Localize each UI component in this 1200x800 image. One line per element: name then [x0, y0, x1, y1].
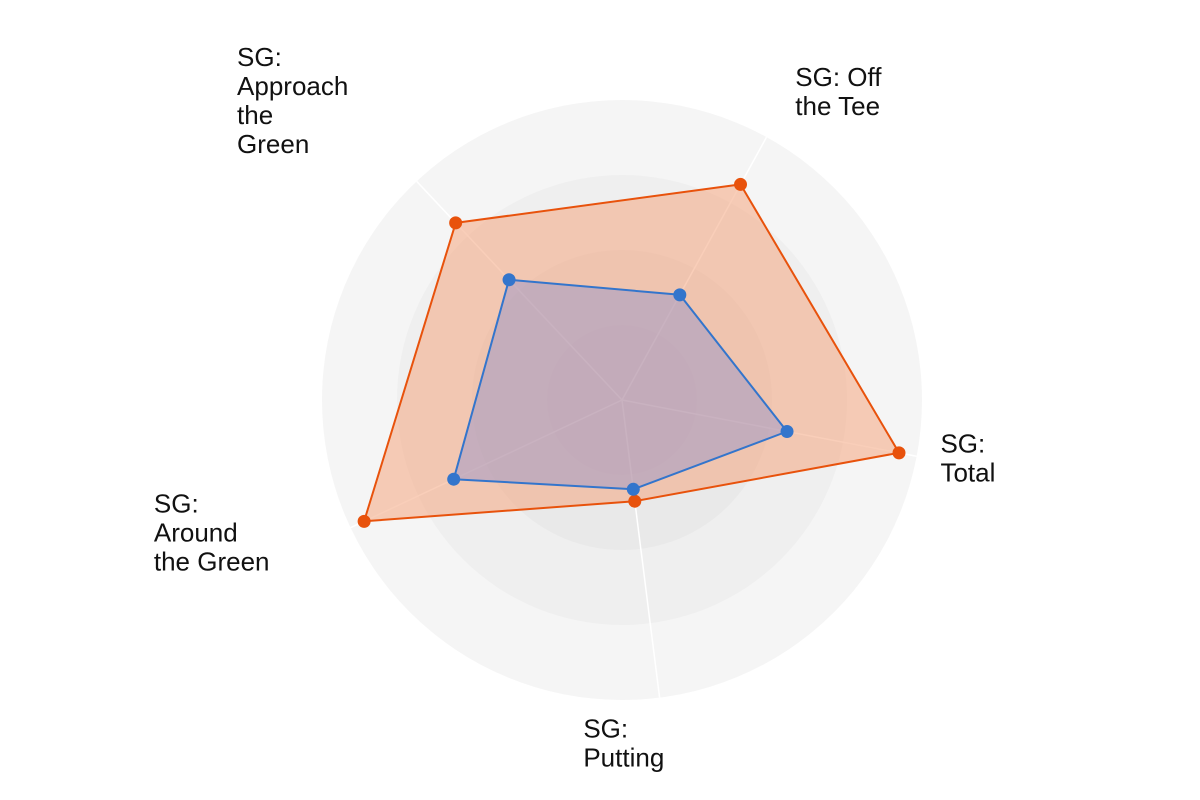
series-2-area [452, 278, 788, 491]
series-2-point [626, 482, 640, 496]
axis-label: SG: Off the Tee [795, 62, 882, 121]
axis-label: SG: Around the Green [154, 489, 270, 577]
series-2-point [502, 273, 516, 287]
series-1-point [628, 494, 642, 508]
axis-label: SG: Putting [583, 714, 664, 773]
series-1-point [892, 446, 906, 460]
series-1-point [449, 216, 463, 230]
series-2-point [447, 472, 461, 486]
series-1-point [357, 514, 371, 528]
axis-label: SG: Approach the Green [237, 42, 348, 159]
series-1-point [734, 177, 748, 191]
series-2-point [780, 424, 794, 438]
series-2-point [673, 288, 687, 302]
axis-label: SG: Total [940, 428, 995, 487]
